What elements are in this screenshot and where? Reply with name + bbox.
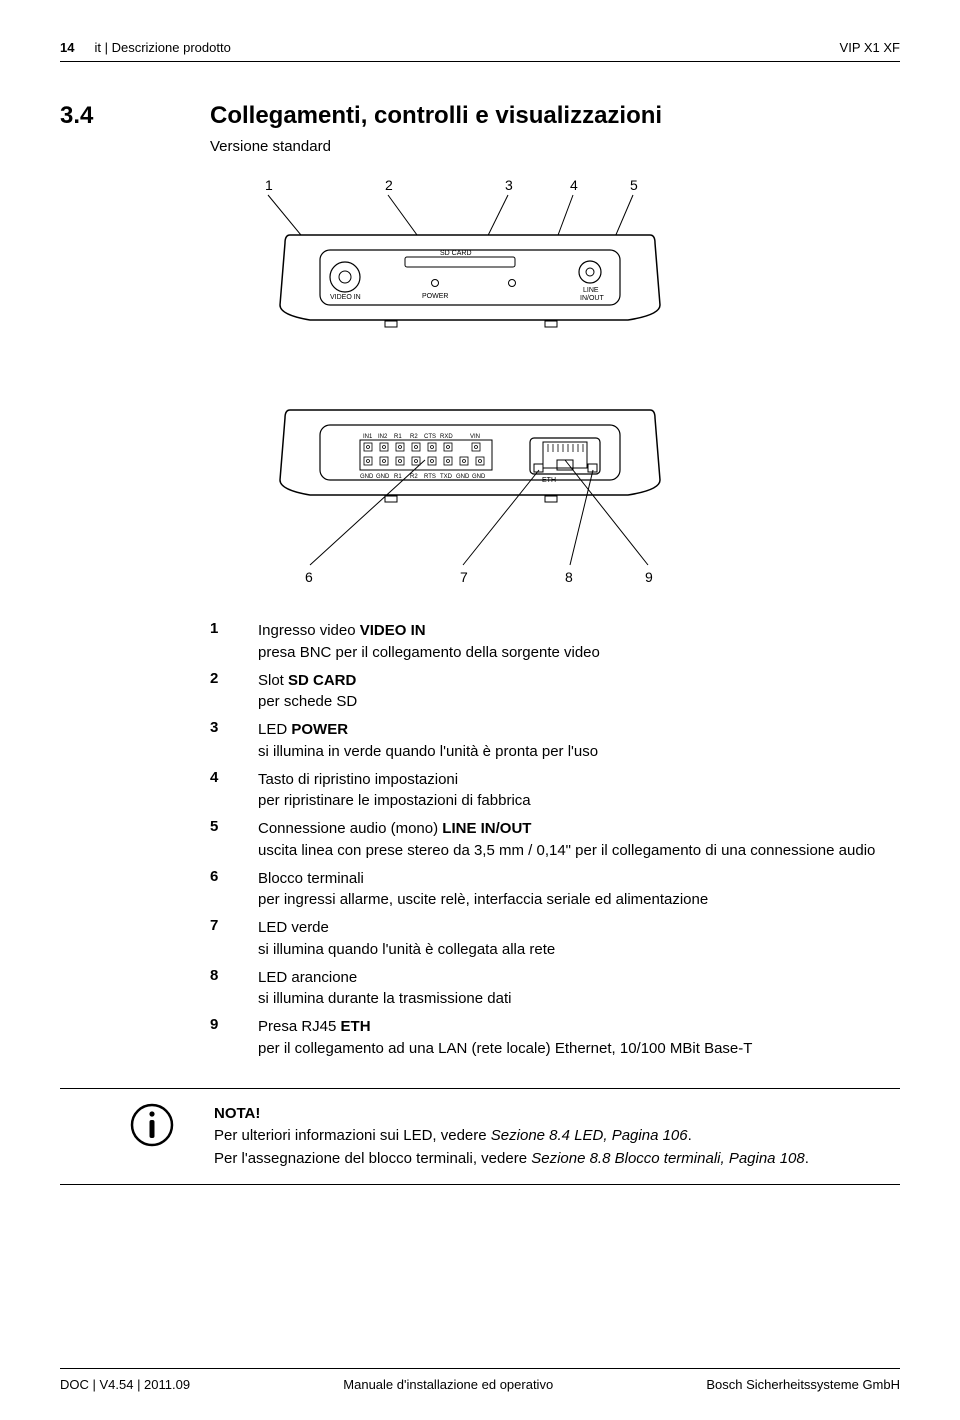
section-title: Collegamenti, controlli e visualizzazion… xyxy=(210,102,662,130)
diagram-container: 1 2 3 4 5 VIDEO IN SD CARD POWER LINE IN… xyxy=(210,175,900,590)
list-item: 5 Connessione audio (mono) LINE IN/OUTusc… xyxy=(210,818,900,862)
note-line1-i: Sezione 8.4 LED, Pagina 106 xyxy=(491,1127,688,1144)
section-subtitle: Versione standard xyxy=(210,138,900,155)
sig-gnd2: GND xyxy=(376,474,390,480)
rear-view-diagram: IN1 IN2 R1 R2 CTS RXD VIN GND GND R1 R2 … xyxy=(210,400,730,590)
footer-right: Bosch Sicherheitssysteme GmbH xyxy=(706,1377,900,1392)
note-line2-b: . xyxy=(805,1150,809,1167)
note-heading: NOTA! xyxy=(214,1103,809,1126)
list-item-number: 3 xyxy=(210,719,228,763)
info-icon xyxy=(130,1103,174,1147)
list-item: 4 Tasto di ripristino impostazioniper rip… xyxy=(210,769,900,813)
label-inout: IN/OUT xyxy=(580,295,604,302)
list-item-text: LED verdesi illumina quando l'unità è co… xyxy=(258,917,555,961)
note-line2-i: Sezione 8.8 Blocco terminali, Pagina 108 xyxy=(531,1150,805,1167)
list-item-text: Presa RJ45 ETHper il collegamento ad una… xyxy=(258,1016,752,1060)
sig-gnd1: GND xyxy=(360,474,374,480)
list-item-text: Tasto di ripristino impostazioniper ripr… xyxy=(258,769,531,813)
list-item: 2 Slot SD CARDper schede SD xyxy=(210,670,900,714)
list-item: 9 Presa RJ45 ETHper il collegamento ad un… xyxy=(210,1016,900,1060)
sig-in1: IN1 xyxy=(363,434,373,440)
callout-4: 4 xyxy=(570,177,578,193)
sig-r2: R2 xyxy=(410,434,418,440)
sig-gnd4: GND xyxy=(472,474,486,480)
section-header: 3.4 Collegamenti, controlli e visualizza… xyxy=(60,102,900,130)
list-item-text: LED POWERsi illumina in verde quando l'u… xyxy=(258,719,598,763)
list-item-text: Connessione audio (mono) LINE IN/OUTusci… xyxy=(258,818,875,862)
label-power: POWER xyxy=(422,293,448,300)
page-header: 14 it | Descrizione prodotto VIP X1 XF xyxy=(60,40,900,62)
sig-gnd3: GND xyxy=(456,474,470,480)
note-line1-b: . xyxy=(688,1127,692,1144)
list-item-number: 6 xyxy=(210,868,228,912)
list-item: 1 Ingresso video VIDEO INpresa BNC per il… xyxy=(210,620,900,664)
note-text: NOTA! Per ulteriori informazioni sui LED… xyxy=(214,1103,809,1171)
note-line1-a: Per ulteriori informazioni sui LED, vede… xyxy=(214,1127,491,1144)
list-item-text: Slot SD CARDper schede SD xyxy=(258,670,357,714)
list-item-text: Ingresso video VIDEO INpresa BNC per il … xyxy=(258,620,600,664)
section-number: 3.4 xyxy=(60,102,140,130)
callout-8: 8 xyxy=(565,569,573,585)
sig-in2: IN2 xyxy=(378,434,388,440)
list-item: 8 LED arancionesi illumina durante la tra… xyxy=(210,967,900,1011)
list-item: 7 LED verdesi illumina quando l'unità è c… xyxy=(210,917,900,961)
callout-5: 5 xyxy=(630,177,638,193)
breadcrumb: it | Descrizione prodotto xyxy=(94,40,230,55)
callout-7: 7 xyxy=(460,569,468,585)
list-item: 3 LED POWERsi illumina in verde quando l'… xyxy=(210,719,900,763)
callout-2: 2 xyxy=(385,177,393,193)
label-eth: ETH xyxy=(542,477,556,484)
list-item-number: 4 xyxy=(210,769,228,813)
label-line: LINE xyxy=(583,287,599,294)
sig-rxd: RXD xyxy=(440,434,453,440)
callout-9: 9 xyxy=(645,569,653,585)
list-item: 6 Blocco terminaliper ingressi allarme, u… xyxy=(210,868,900,912)
footer-left: DOC | V4.54 | 2011.09 xyxy=(60,1377,190,1392)
page-number: 14 xyxy=(60,40,74,55)
list-item-number: 1 xyxy=(210,620,228,664)
label-video-in: VIDEO IN xyxy=(330,294,361,301)
list-item-number: 9 xyxy=(210,1016,228,1060)
list-item-text: Blocco terminaliper ingressi allarme, us… xyxy=(258,868,708,912)
front-view-diagram: 1 2 3 4 5 VIDEO IN SD CARD POWER LINE IN… xyxy=(210,175,730,375)
list-item-number: 7 xyxy=(210,917,228,961)
label-sd-card: SD CARD xyxy=(440,250,472,257)
sig-cts: CTS xyxy=(424,434,436,440)
note-block: NOTA! Per ulteriori informazioni sui LED… xyxy=(60,1088,900,1186)
list-item-number: 5 xyxy=(210,818,228,862)
product-name: VIP X1 XF xyxy=(840,40,900,55)
callout-1: 1 xyxy=(265,177,273,193)
sig-r1b: R1 xyxy=(394,474,402,480)
callout-6: 6 xyxy=(305,569,313,585)
page-footer: DOC | V4.54 | 2011.09 Manuale d'installa… xyxy=(60,1368,900,1392)
note-line2-a: Per l'assegnazione del blocco terminali,… xyxy=(214,1150,531,1167)
callout-3: 3 xyxy=(505,177,513,193)
sig-rts: RTS xyxy=(424,474,436,480)
definition-list: 1 Ingresso video VIDEO INpresa BNC per il… xyxy=(210,620,900,1060)
sig-vin: VIN xyxy=(470,434,480,440)
sig-r2b: R2 xyxy=(410,474,418,480)
sig-txd: TXD xyxy=(440,474,453,480)
sig-r1: R1 xyxy=(394,434,402,440)
list-item-number: 8 xyxy=(210,967,228,1011)
footer-center: Manuale d'installazione ed operativo xyxy=(343,1377,553,1392)
list-item-text: LED arancionesi illumina durante la tras… xyxy=(258,967,511,1011)
list-item-number: 2 xyxy=(210,670,228,714)
